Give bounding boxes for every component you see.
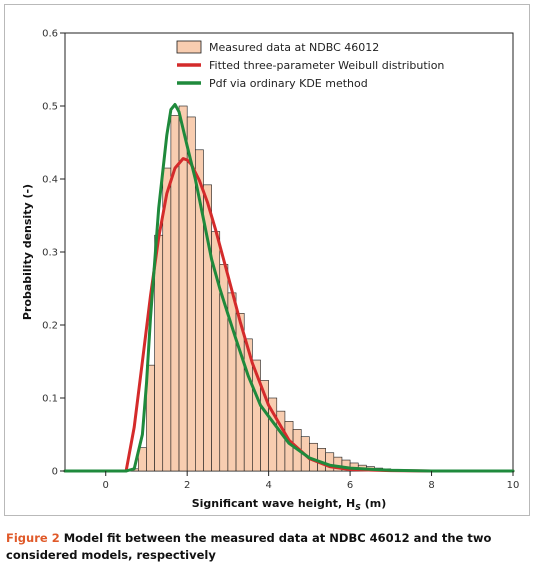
x-axis-title-main: Significant wave height, H bbox=[192, 497, 355, 510]
y-tick-label: 0.3 bbox=[42, 248, 58, 259]
x-tick-label: 6 bbox=[347, 480, 353, 491]
y-tick-label: 0.5 bbox=[42, 102, 58, 113]
y-tick-label: 0 bbox=[52, 467, 58, 478]
x-tick-label: 8 bbox=[428, 480, 434, 491]
caption-label: Figure 2 bbox=[6, 531, 60, 545]
chart: 0 2 4 6 8 10 0 0.1 0.2 0.3 0.4 0.5 0.6 Significant w… bbox=[21, 29, 520, 513]
histogram-bar bbox=[154, 234, 164, 472]
y-axis-title: Probability density (-) bbox=[21, 184, 34, 320]
legend-label-histogram: Measured data at NDBC 46012 bbox=[209, 41, 379, 54]
x-tick-label: 10 bbox=[507, 480, 520, 491]
x-tick-label: 0 bbox=[103, 480, 109, 491]
y-tick-label: 0.6 bbox=[42, 29, 58, 40]
histogram-bar bbox=[235, 313, 245, 472]
y-tick-label: 0.2 bbox=[42, 321, 58, 332]
kde-curve bbox=[63, 103, 515, 473]
x-tick-label: 2 bbox=[184, 480, 190, 491]
x-tick-label: 4 bbox=[265, 480, 271, 491]
x-axis-title: Significant wave height, HS (m) bbox=[192, 497, 387, 512]
y-tick-label: 0.1 bbox=[42, 394, 58, 405]
figure-frame: 0 2 4 6 8 10 0 0.1 0.2 0.3 0.4 0.5 0.6 Significant w… bbox=[4, 4, 530, 516]
legend-label-kde: Pdf via ordinary KDE method bbox=[209, 77, 368, 90]
x-axis-title-unit: (m) bbox=[361, 497, 386, 510]
legend-label-weibull: Fitted three-parameter Weibull distribut… bbox=[209, 59, 444, 72]
x-axis-title-sub: S bbox=[355, 503, 361, 512]
y-tick-label: 0.4 bbox=[42, 175, 58, 186]
plot-frame bbox=[64, 32, 514, 472]
figure-caption: Figure 2 Model fit between the measured … bbox=[6, 530, 526, 564]
legend: Measured data at NDBC 46012 Fitted three… bbox=[176, 40, 444, 90]
legend-swatch-histogram bbox=[176, 40, 202, 54]
caption-text: Model fit between the measured data at N… bbox=[6, 531, 492, 562]
